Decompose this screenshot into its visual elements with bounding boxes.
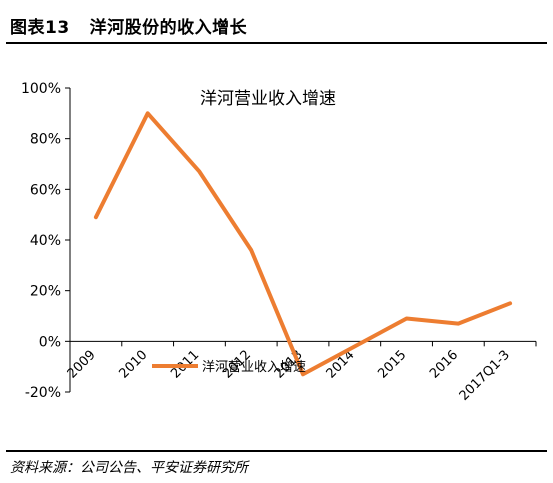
figure-label: 图表13 <box>10 18 70 38</box>
y-tick-label: 100% <box>21 81 61 97</box>
figure-header: 图表13 洋河股份的收入增长 <box>6 4 547 44</box>
data-point <box>456 322 460 326</box>
series-group <box>93 111 513 377</box>
y-tick-label: -20% <box>25 385 61 401</box>
y-tick-label: 0% <box>39 334 61 350</box>
y-tick-label: 60% <box>30 182 61 198</box>
x-tick-label: 2010 <box>116 348 150 382</box>
x-tick-label: 2015 <box>375 348 409 382</box>
data-point <box>301 372 305 376</box>
y-tick-label: 80% <box>30 132 61 148</box>
y-axis-ticks: -20% 0% 20% 40% 60% 80% 100% <box>21 81 70 401</box>
legend: 洋河营业收入增速 <box>152 360 306 375</box>
y-tick-label: 40% <box>30 233 61 249</box>
x-tick-label: 2016 <box>427 348 461 382</box>
chart-title: 洋河营业收入增速 <box>200 89 336 109</box>
data-point <box>405 317 409 321</box>
chart-area: 洋河营业收入增速 -20% 0% 20% 40% 60% 80% 100% 2009 2010… <box>0 44 553 449</box>
line-chart: 洋河营业收入增速 -20%0%20%40%60%80%100% 2009 2010… <box>21 81 537 404</box>
figure-heading: 图表13 洋河股份的收入增长 <box>10 13 247 38</box>
data-point <box>249 248 253 252</box>
data-point <box>508 301 512 305</box>
data-point <box>94 215 98 219</box>
y-tick-label: 20% <box>30 284 61 300</box>
legend-label: 洋河营业收入增速 <box>202 360 306 375</box>
source-note: 资料来源：公司公告、平安证券研究所 <box>10 460 248 476</box>
x-tick-label: 2017Q1-3 <box>457 348 513 404</box>
data-point <box>197 170 201 174</box>
figure-footer: 资料来源：公司公告、平安证券研究所 <box>6 450 547 482</box>
figure-title: 洋河股份的收入增长 <box>89 18 248 38</box>
data-point <box>353 344 357 348</box>
series-line <box>93 111 513 377</box>
data-point <box>146 111 150 115</box>
